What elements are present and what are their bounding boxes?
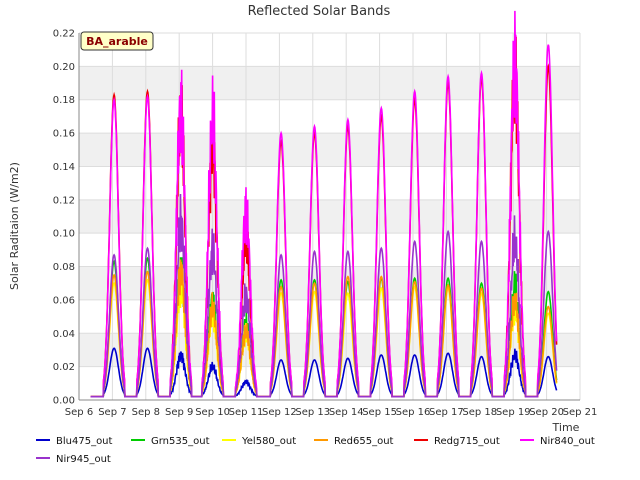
x-tick-label: Sep 9 [165,407,193,418]
plot-area [79,33,580,400]
plot-band [79,133,580,167]
x-axis-label: Time [552,421,580,434]
x-tick-label: Sep 21 [563,407,598,418]
y-tick-label: 0.18 [53,95,75,106]
legend-label-Yel580_out: Yel580_out [241,436,296,447]
plot-band [79,233,580,267]
x-tick-label: Sep 19 [496,407,531,418]
x-tick-label: Sep 16 [396,407,431,418]
site-badge: BA_arable [80,31,154,51]
x-tick-label: Sep 20 [529,407,564,418]
x-tick-label: Sep 14 [329,407,364,418]
plot-band [79,99,580,134]
y-tick-labels: 0.00 0.02 0.04 0.06 0.08 0.10 0.12 0.14 0.16 0.18… [53,29,75,407]
y-tick-label: 0.16 [53,129,75,140]
legend-label-Red655_out: Red655_out [334,436,394,447]
series-line-Nir945_out [90,193,558,398]
x-tick-label: Sep 13 [295,407,330,418]
y-tick-label: 0.22 [53,29,75,40]
y-tick-label: 0.20 [53,62,75,73]
plot-band [79,266,580,300]
x-tick-label: Sep 8 [132,407,160,418]
x-tick-label: Sep 15 [362,407,397,418]
x-tick-label: Sep 7 [98,407,126,418]
x-tick-label: Sep 6 [65,407,93,418]
y-tick-label: 0.08 [53,262,75,273]
legend-label-Blu475_out: Blu475_out [56,436,113,447]
legend: Blu475_out Grn535_out Yel580_out Red655_out… [36,436,595,465]
site-badge-label: BA_arable [86,35,148,48]
y-tick-label: 0.02 [53,362,75,373]
plot-band [79,333,580,367]
x-tick-label: Sep 18 [462,407,497,418]
legend-label-Nir945_out: Nir945_out [56,454,111,465]
plot-band [79,366,580,400]
y-tick-label: 0.00 [53,396,75,407]
plot-band [79,166,580,200]
x-tick-label: Sep 17 [429,407,464,418]
y-tick-label: 0.14 [53,162,75,173]
legend-label-Redg715_out: Redg715_out [434,436,500,447]
y-tick-label: 0.12 [53,195,75,206]
y-tick-label: 0.06 [53,295,75,306]
series-layer [90,10,558,398]
axes [78,33,580,401]
x-tick-label: Sep 12 [262,407,297,418]
x-tick-label: Sep 11 [229,407,264,418]
x-tick-label: Sep 10 [195,407,230,418]
plot-band [79,299,580,334]
plot-band [79,33,580,67]
site-badge-box [80,31,154,51]
plot-band [79,66,580,100]
legend-label-Grn535_out: Grn535_out [151,436,210,447]
chart-title: Reflected Solar Bands [248,4,391,19]
plot-band [79,199,580,234]
legend-label-Nir840_out: Nir840_out [540,436,595,447]
y-tick-label: 0.04 [53,329,75,340]
y-axis-label: Solar Raditaion (W/m2) [8,162,21,290]
y-tick-label: 0.10 [53,229,75,240]
